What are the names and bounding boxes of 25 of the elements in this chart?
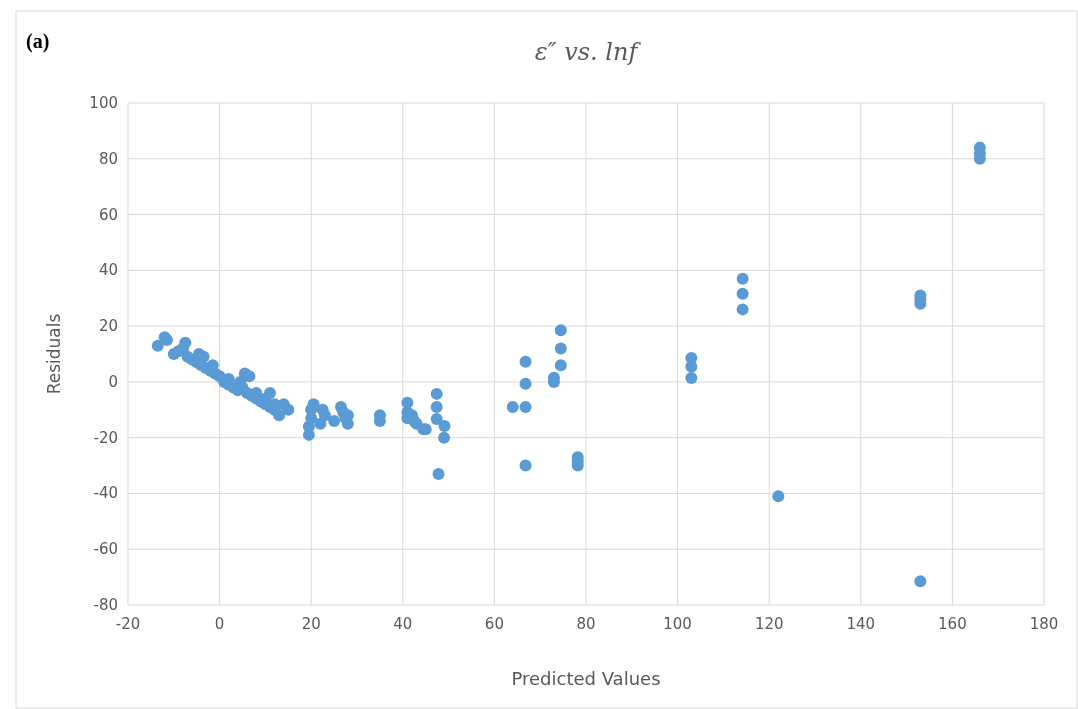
y-tick-label: 40 <box>98 261 118 280</box>
x-tick-label: 160 <box>938 615 967 633</box>
x-tick-label: -20 <box>115 615 141 633</box>
x-tick-label: 140 <box>846 615 876 633</box>
x-tick-label: 100 <box>663 615 692 633</box>
x-tick-label: 80 <box>576 615 596 633</box>
x-axis-title: Predicted Values <box>511 668 661 689</box>
y-tick-label: 100 <box>89 94 118 112</box>
y-tick-label: 20 <box>98 317 118 336</box>
y-axis-title: Residuals <box>44 313 64 395</box>
x-tick-label: 40 <box>393 615 413 633</box>
y-tick-label: -20 <box>93 428 118 447</box>
y-tick-label: 80 <box>98 149 118 168</box>
chart-title: ε″ vs. lnf <box>534 38 642 66</box>
x-tick-label: 60 <box>484 615 504 633</box>
y-tick-label: -40 <box>93 484 118 503</box>
x-tick-label: 120 <box>754 615 784 633</box>
x-tick-label: 180 <box>1029 615 1059 633</box>
y-tick-label: 0 <box>108 372 118 391</box>
text: (a) <box>26 30 50 53</box>
x-tick-label: 0 <box>214 615 225 633</box>
y-tick-label: 60 <box>98 205 118 224</box>
x-tick-label: 20 <box>301 615 321 633</box>
y-tick-label: -60 <box>93 540 118 559</box>
y-tick-label: -80 <box>93 596 118 614</box>
